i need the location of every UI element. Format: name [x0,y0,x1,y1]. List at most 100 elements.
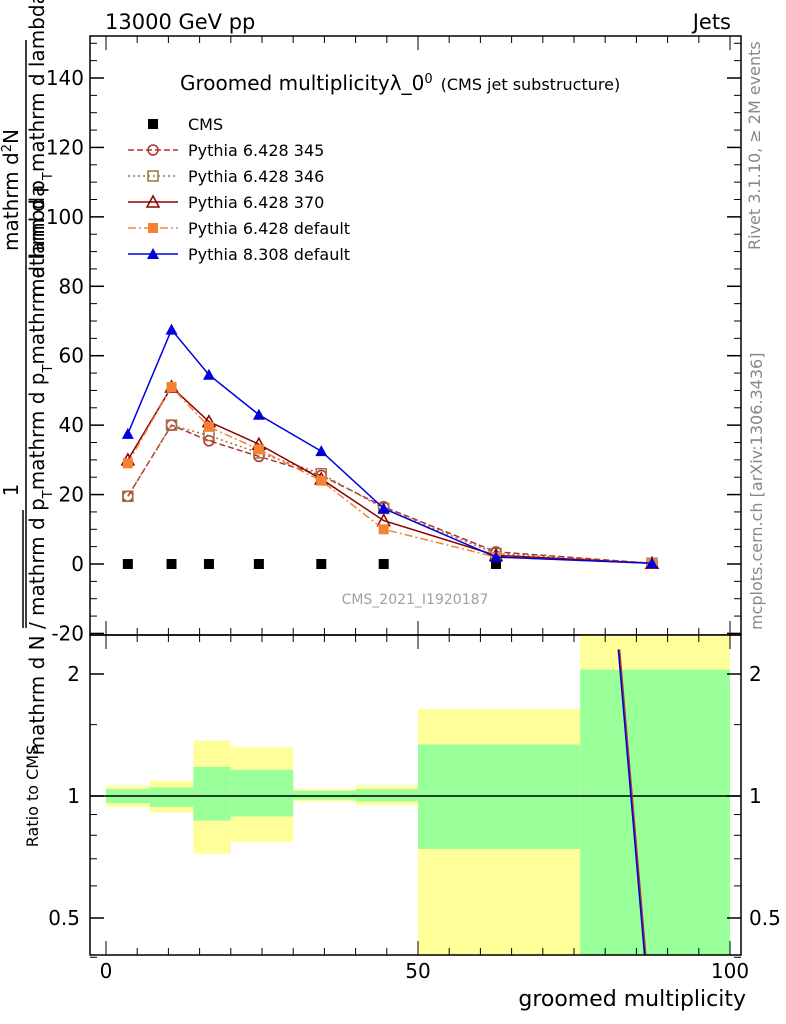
ratio-series-line [618,649,647,956]
data-point [202,368,215,380]
legend-entry: Pythia 6.428 346 [128,167,324,186]
data-point [122,490,134,503]
y-tick-label: 40 [59,413,84,437]
y-top-1: mathrm d p [25,180,49,298]
y-bot-4: T [41,365,56,374]
y-tick-label: 100 [46,205,84,229]
data-point [491,559,501,569]
series-1 [122,419,658,570]
y-num-3: N [0,129,23,144]
title-main: Groomed multiplicityλ_0 [180,71,424,95]
y-top-2: T [41,172,56,181]
ratio-bands [106,635,730,955]
legend-label: Pythia 6.428 370 [188,193,324,212]
y-tick-label: 120 [46,135,84,159]
y-tick-label: 80 [59,274,84,298]
watermark: CMS_2021_I1920187 [342,592,489,608]
data-point [316,559,327,569]
y-label-top: mathrm d pTmathrm d lambda [25,0,56,298]
legend-label: Pythia 6.428 346 [188,167,324,186]
ratio-inner-band [355,789,418,802]
ratio-inner-band [580,669,730,955]
data-point [253,444,264,455]
legend-marker [148,119,158,129]
data-point [121,427,134,439]
data-point [316,475,327,486]
series-line [127,328,653,565]
ratio-y-tick-label-right: 2 [749,662,762,686]
series-line [127,385,653,565]
data-point [252,408,265,420]
y-label-bottom: mathrm d N / mathrm d pTmathrm d pTmathr… [25,185,56,756]
x-tick-label: 50 [405,959,430,983]
ratio-inner-band [193,766,231,821]
legend-entry: Pythia 6.428 370 [128,193,324,212]
x-tick-label: 100 [711,959,749,983]
y-bot-3: mathrm d p [25,373,49,491]
series-2 [122,419,658,570]
series-4 [122,381,657,569]
ratio-ticks: 0.5 0.5 1 1 2 2 0 50 100 [48,635,781,983]
main-y-ticks: -20 0 20 40 60 80 100 120 140 [46,36,741,645]
legend-marker [148,223,158,233]
legend-entry: Pythia 6.428 default [128,219,350,238]
legend-marker [147,170,159,182]
legend-entry: Pythia 6.428 345 [128,141,324,160]
y-num-2: 2 [0,144,15,152]
ratio-inner-band [293,790,356,800]
data-point [378,559,389,569]
ratio-y-tick-label-right: 1 [749,784,762,808]
y-bot-5: mathrm d lambda [25,185,49,365]
y-tick-label: -20 [51,621,84,645]
y-num-1: mathrm d [0,152,23,251]
data-point [165,323,178,335]
y-tick-label: 20 [59,483,84,507]
ratio-plot-frame [89,634,742,956]
plot-title: Groomed multiplicityλ_00 (CMS jet substru… [180,71,620,95]
series-line [127,424,653,565]
data-point [315,445,328,457]
ratio-y-tick-label: 2 [67,662,80,686]
legend-marker [145,194,161,208]
legend-marker [147,248,159,259]
ratio-plot: 0.5 0.5 1 1 2 2 0 50 100 [48,634,781,983]
legend: CMS Pythia 6.428 345 Pythia 6.428 346 Pythi… [128,115,350,264]
ratio-lines [90,649,741,956]
ratio-series-line [617,649,646,956]
y-tick-label: 0 [71,552,84,576]
x-tick-label: 0 [100,959,113,983]
y-label-one: 1 [0,484,23,497]
main-series-layer [120,323,660,570]
y-top-3: mathrm d lambda [25,0,49,172]
y-label-numerator: mathrm d2N [0,129,23,251]
series-5 [121,323,658,569]
y-bot-2: T [41,490,56,499]
title-sup: 0 [424,72,432,87]
legend-label: Pythia 8.308 default [188,245,350,264]
series-line [127,385,653,565]
legend-marker [147,144,159,156]
mcplots-label: mcplots.cern.ch [arXiv:1306.3436] [747,353,766,630]
y-tick-label: 140 [46,66,84,90]
data-point [490,551,502,563]
legend-label: Pythia 6.428 345 [188,141,324,160]
data-point [253,559,264,569]
y-bot-1: mathrm d N / mathrm d p [25,498,49,755]
data-point [203,421,214,432]
ratio-y-tick-label-right: 0.5 [749,906,781,930]
legend-entry: Pythia 8.308 default [128,245,350,264]
data-point [166,381,177,392]
legend-entry: CMS [148,115,223,134]
header-left: 13000 GeV pp [105,10,255,34]
data-point [203,559,214,569]
main-plot: CMS_2021_I1920187 -20 0 20 40 60 80 100 120 140 [46,35,742,645]
data-point [122,559,133,569]
legend-label: Pythia 6.428 default [188,219,350,238]
y-tick-label: 60 [59,344,84,368]
x-axis-label: groomed multiplicity [518,987,746,1012]
main-y-axis-label: 1 mathrm d2N mathrm d pTmathrm d lambda … [0,0,56,755]
series-3 [120,379,660,570]
ratio-y-tick-label: 1 [67,784,80,808]
header-right: Jets [691,10,731,34]
